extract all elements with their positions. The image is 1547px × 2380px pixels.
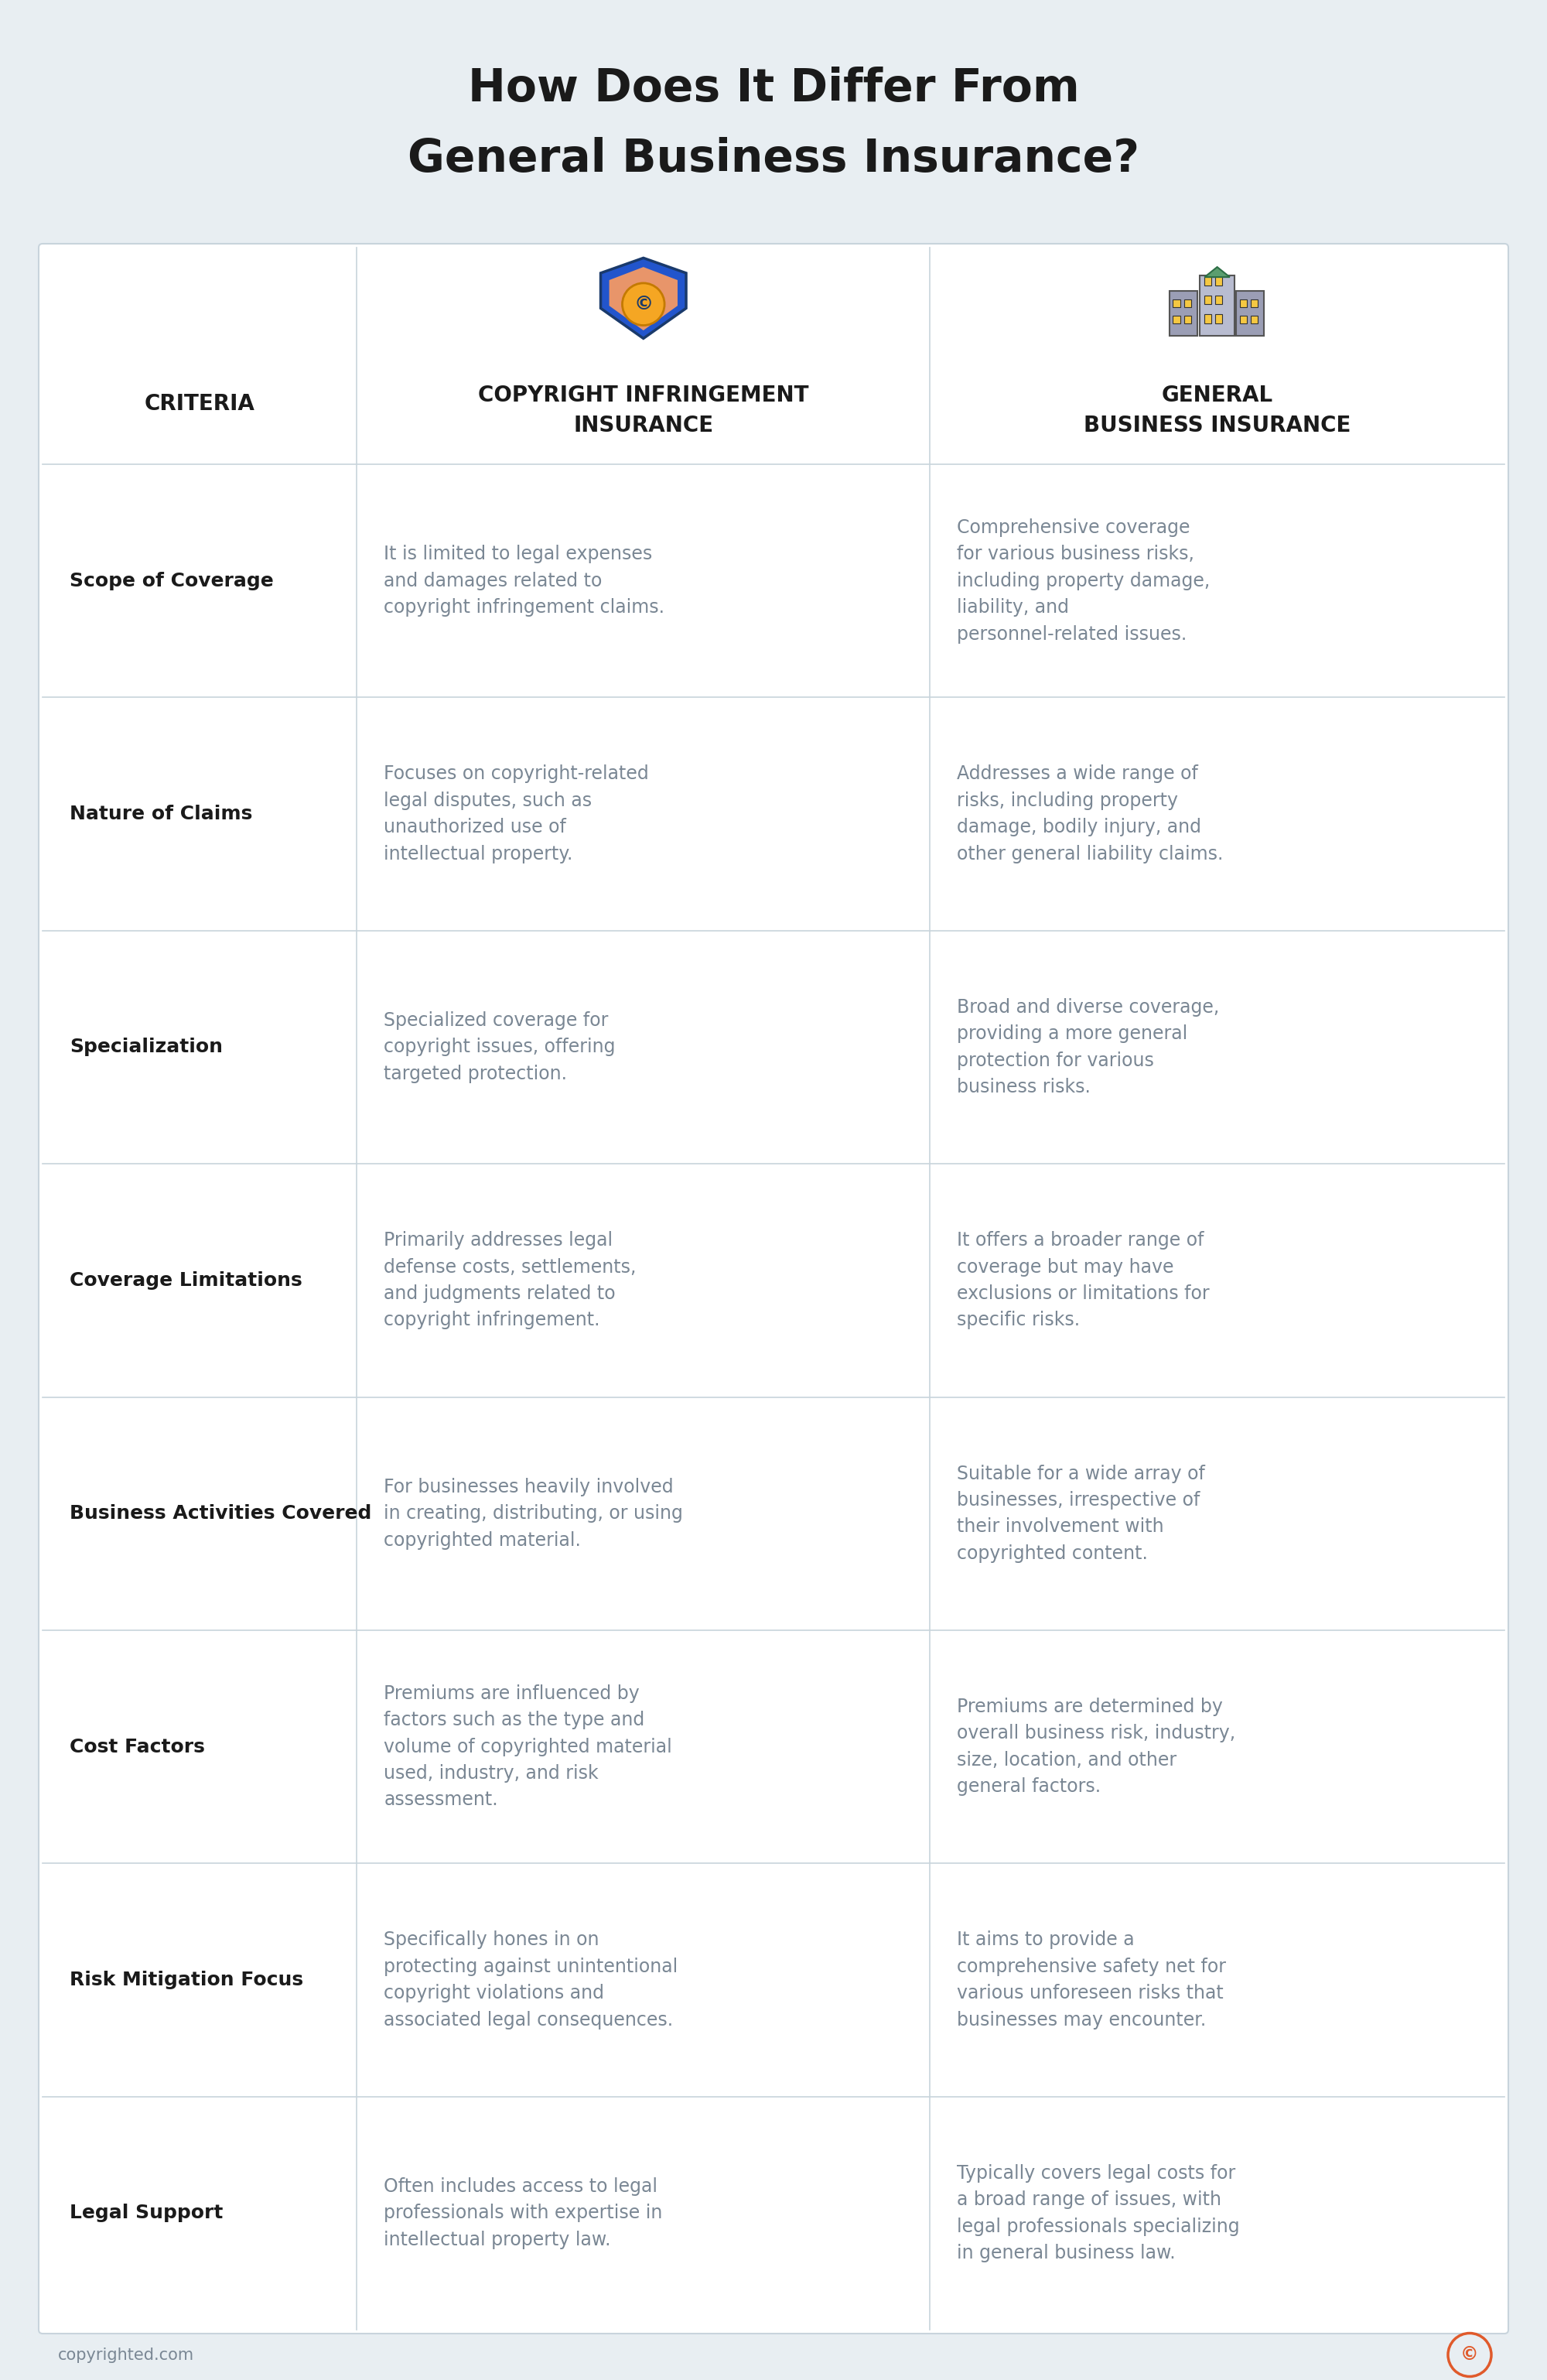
Bar <box>1204 314 1211 324</box>
Text: Premiums are influenced by
factors such as the type and
volume of copyrighted ma: Premiums are influenced by factors such … <box>384 1685 673 1809</box>
Bar <box>1216 314 1222 324</box>
Text: COPYRIGHT INFRINGEMENT
INSURANCE: COPYRIGHT INFRINGEMENT INSURANCE <box>478 383 809 436</box>
Text: Comprehensive coverage
for various business risks,
including property damage,
li: Comprehensive coverage for various busin… <box>958 519 1210 643</box>
Text: ©: © <box>1460 2347 1479 2363</box>
Bar <box>1216 295 1222 305</box>
Polygon shape <box>1205 267 1230 276</box>
Text: Typically covers legal costs for
a broad range of issues, with
legal professiona: Typically covers legal costs for a broad… <box>958 2163 1239 2263</box>
Text: General Business Insurance?: General Business Insurance? <box>408 136 1139 181</box>
Bar <box>1216 276 1222 286</box>
Bar <box>1239 300 1247 307</box>
Text: It offers a broader range of
coverage but may have
exclusions or limitations for: It offers a broader range of coverage bu… <box>958 1230 1210 1330</box>
Text: Risk Mitigation Focus: Risk Mitigation Focus <box>70 1971 303 1990</box>
Text: Specialized coverage for
copyright issues, offering
targeted protection.: Specialized coverage for copyright issue… <box>384 1011 616 1083</box>
Text: For businesses heavily involved
in creating, distributing, or using
copyrighted : For businesses heavily involved in creat… <box>384 1478 684 1549</box>
FancyBboxPatch shape <box>39 243 1508 2332</box>
Text: Broad and diverse coverage,
providing a more general
protection for various
busi: Broad and diverse coverage, providing a … <box>958 997 1219 1097</box>
Text: Legal Support: Legal Support <box>70 2204 223 2223</box>
Bar <box>1183 314 1191 324</box>
Text: ©: © <box>634 295 653 314</box>
Text: Primarily addresses legal
defense costs, settlements,
and judgments related to
c: Primarily addresses legal defense costs,… <box>384 1230 636 1330</box>
Circle shape <box>622 283 665 326</box>
Text: Cost Factors: Cost Factors <box>70 1737 204 1756</box>
Bar <box>1170 290 1197 336</box>
Text: Scope of Coverage: Scope of Coverage <box>70 571 274 590</box>
Bar <box>1199 276 1235 336</box>
Polygon shape <box>610 267 678 331</box>
Text: CRITERIA: CRITERIA <box>144 393 255 414</box>
Text: Nature of Claims: Nature of Claims <box>70 804 252 823</box>
Text: Suitable for a wide array of
businesses, irrespective of
their involvement with
: Suitable for a wide array of businesses,… <box>958 1464 1205 1564</box>
Bar <box>1173 314 1180 324</box>
Bar <box>1239 314 1247 324</box>
Text: Coverage Limitations: Coverage Limitations <box>70 1271 302 1290</box>
Text: Business Activities Covered: Business Activities Covered <box>70 1504 371 1523</box>
Text: How Does It Differ From: How Does It Differ From <box>467 67 1080 112</box>
Bar <box>1236 290 1264 336</box>
Text: Premiums are determined by
overall business risk, industry,
size, location, and : Premiums are determined by overall busin… <box>958 1697 1236 1797</box>
Text: Specialization: Specialization <box>70 1038 223 1057</box>
Text: It is limited to legal expenses
and damages related to
copyright infringement cl: It is limited to legal expenses and dama… <box>384 545 665 616</box>
Text: GENERAL
BUSINESS INSURANCE: GENERAL BUSINESS INSURANCE <box>1083 383 1351 436</box>
Bar <box>1252 300 1258 307</box>
Bar <box>1183 300 1191 307</box>
Text: copyrighted.com: copyrighted.com <box>59 2347 195 2363</box>
Bar <box>1204 276 1211 286</box>
Text: It aims to provide a
comprehensive safety net for
various unforeseen risks that
: It aims to provide a comprehensive safet… <box>958 1930 1227 2030</box>
Bar <box>1173 300 1180 307</box>
Bar <box>1252 314 1258 324</box>
Bar <box>1204 295 1211 305</box>
Polygon shape <box>600 257 687 338</box>
Text: Focuses on copyright-related
legal disputes, such as
unauthorized use of
intelle: Focuses on copyright-related legal dispu… <box>384 764 650 864</box>
Text: Addresses a wide range of
risks, including property
damage, bodily injury, and
o: Addresses a wide range of risks, includi… <box>958 764 1224 864</box>
Text: Specifically hones in on
protecting against unintentional
copyright violations a: Specifically hones in on protecting agai… <box>384 1930 678 2030</box>
Text: Often includes access to legal
professionals with expertise in
intellectual prop: Often includes access to legal professio… <box>384 2178 662 2249</box>
